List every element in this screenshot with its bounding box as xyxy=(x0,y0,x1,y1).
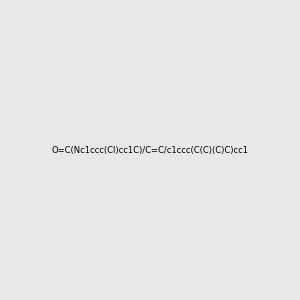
Text: O=C(Nc1ccc(Cl)cc1C)/C=C/c1ccc(C(C)(C)C)cc1: O=C(Nc1ccc(Cl)cc1C)/C=C/c1ccc(C(C)(C)C)c… xyxy=(52,146,248,154)
